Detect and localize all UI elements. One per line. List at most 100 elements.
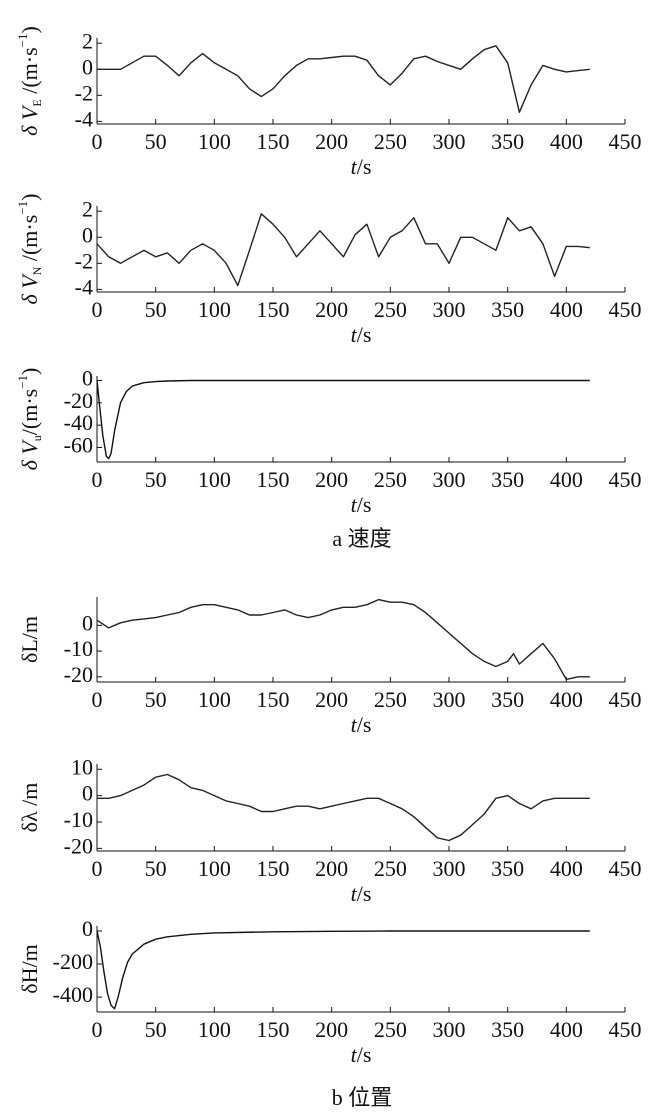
- x-tick-label: 200: [315, 297, 348, 322]
- x-tick-label: 250: [374, 129, 407, 154]
- x-tick-label: 150: [257, 129, 290, 154]
- y-tick-label: -400: [53, 982, 93, 1007]
- x-label-part: t: [351, 322, 358, 347]
- x-tick-label: 200: [315, 129, 348, 154]
- x-label-part: /s: [357, 322, 372, 347]
- x-tick-label: 200: [315, 1017, 348, 1042]
- y-label-part: −1: [15, 375, 30, 389]
- y-label-part: −1: [15, 34, 30, 48]
- x-tick-label: 450: [609, 467, 642, 492]
- x-tick-label: 300: [433, 297, 466, 322]
- y-tick-label: -60: [64, 433, 93, 458]
- x-tick-label: 50: [145, 856, 167, 881]
- y-tick-label: -20: [64, 388, 93, 413]
- x-tick-label: 300: [433, 687, 466, 712]
- y-tick-label: -40: [64, 410, 93, 435]
- y-axis-label: δH/m: [17, 944, 42, 993]
- x-tick-label: 100: [198, 687, 231, 712]
- x-tick-label: 300: [433, 856, 466, 881]
- y-axis-label: δ Vu/(m·s−1): [15, 368, 44, 471]
- data-line: [96, 213, 590, 287]
- x-tick-label: 250: [374, 856, 407, 881]
- caption: b 位置: [332, 1085, 393, 1110]
- x-tick-label: 450: [609, 856, 642, 881]
- y-tick-label: 0: [82, 366, 93, 391]
- x-tick-label: 100: [198, 297, 231, 322]
- x-tick-label: 0: [92, 687, 103, 712]
- y-tick-label: -20: [64, 662, 93, 687]
- y-label-part: /(m·s: [17, 47, 42, 99]
- x-tick-label: 350: [491, 1017, 524, 1042]
- x-tick-label: 50: [145, 467, 167, 492]
- x-label-part: t: [351, 492, 358, 517]
- x-tick-label: 450: [609, 687, 642, 712]
- x-tick-label: 150: [257, 1017, 290, 1042]
- y-label-part: δL/m: [17, 616, 42, 663]
- y-label-part: ): [17, 368, 42, 375]
- y-axis-label: δ VN /(m·s−1): [15, 194, 44, 305]
- x-label-part: t: [351, 1042, 358, 1067]
- y-label-part: ): [17, 194, 42, 201]
- x-label-part: /s: [357, 1042, 372, 1067]
- x-tick-label: 100: [198, 1017, 231, 1042]
- x-tick-label: 400: [550, 687, 583, 712]
- y-axis-label: δλ /m: [17, 783, 42, 833]
- x-tick-label: 100: [198, 856, 231, 881]
- y-label-part: E: [30, 99, 44, 106]
- x-label-part: t: [351, 712, 358, 737]
- y-label-part: δ V: [17, 104, 42, 136]
- x-tick-label: 100: [198, 129, 231, 154]
- x-tick-label: 300: [433, 467, 466, 492]
- y-tick-label: -20: [64, 833, 93, 858]
- x-tick-label: 0: [92, 467, 103, 492]
- x-axis-label: t/s: [351, 322, 372, 347]
- x-label-part: t: [351, 881, 358, 906]
- x-tick-label: 350: [491, 467, 524, 492]
- y-label-part: δH/m: [17, 944, 42, 993]
- y-label-part: N: [30, 266, 44, 275]
- x-tick-label: 0: [92, 1017, 103, 1042]
- x-axis-label: t/s: [351, 492, 372, 517]
- y-axis-label: δ VE /(m·s−1): [15, 26, 44, 136]
- y-label-part: −1: [15, 201, 30, 215]
- y-tick-label: 0: [82, 781, 93, 806]
- y-label-part: δλ /m: [17, 783, 42, 833]
- x-label-part: /s: [357, 881, 372, 906]
- x-tick-label: 400: [550, 297, 583, 322]
- x-tick-label: 250: [374, 467, 407, 492]
- y-tick-label: -200: [53, 949, 93, 974]
- x-axis-label: t/s: [351, 154, 372, 179]
- y-label-part: ): [17, 26, 42, 33]
- x-tick-label: 250: [374, 1017, 407, 1042]
- x-tick-label: 450: [609, 297, 642, 322]
- caption: a 速度: [332, 526, 391, 551]
- y-tick-label: -2: [75, 248, 93, 273]
- data-line: [96, 930, 590, 1010]
- data-line: [96, 598, 590, 681]
- x-tick-label: 50: [145, 687, 167, 712]
- x-axis-label: t/s: [351, 881, 372, 906]
- y-tick-label: 0: [82, 610, 93, 635]
- y-tick-label: 10: [71, 754, 93, 779]
- x-tick-label: 450: [609, 1017, 642, 1042]
- y-tick-label: -10: [64, 807, 93, 832]
- x-tick-label: 400: [550, 856, 583, 881]
- x-tick-label: 350: [491, 687, 524, 712]
- y-tick-label: -4: [75, 274, 93, 299]
- y-tick-label: 2: [82, 28, 93, 53]
- x-tick-label: 400: [550, 129, 583, 154]
- y-tick-label: -2: [75, 80, 93, 105]
- y-label-part: /(m·s: [17, 215, 42, 267]
- data-line: [97, 773, 590, 842]
- x-tick-label: 400: [550, 467, 583, 492]
- x-label-part: /s: [357, 492, 372, 517]
- data-line: [96, 379, 590, 460]
- x-label-part: /s: [357, 154, 372, 179]
- x-tick-label: 250: [374, 297, 407, 322]
- x-tick-label: 150: [257, 687, 290, 712]
- y-axis-label: δL/m: [17, 616, 42, 663]
- y-tick-label: 0: [82, 916, 93, 941]
- y-tick-label: 2: [82, 196, 93, 221]
- x-label-part: t: [351, 154, 358, 179]
